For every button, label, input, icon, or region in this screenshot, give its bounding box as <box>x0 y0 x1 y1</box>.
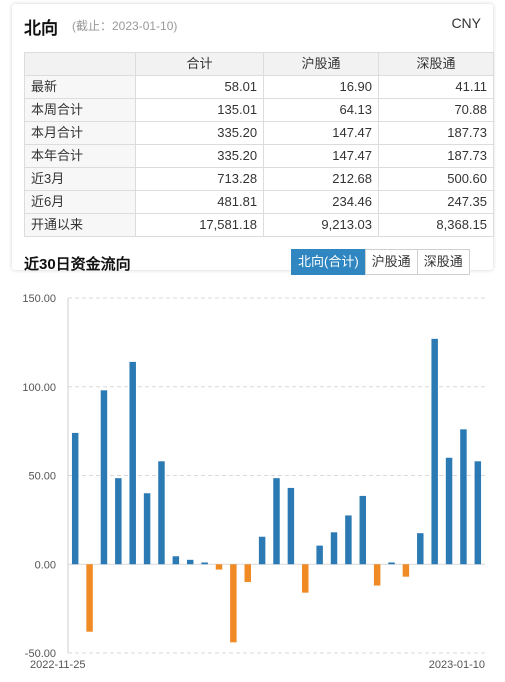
x-start-label: 2022-11-25 <box>30 659 85 671</box>
y-tick-label: -50.00 <box>25 648 56 660</box>
cell-total: 58.01 <box>134 75 265 99</box>
as-of-date: (截止：2023-01-10) <box>72 19 178 33</box>
row-label: 本周合计 <box>24 98 136 122</box>
cell-shenzhen: 187.73 <box>378 144 494 168</box>
chart-bar <box>373 564 381 586</box>
chart-bar <box>417 533 424 565</box>
table-header-row: 合计 沪股通 深股通 <box>24 52 494 76</box>
chart-bar <box>287 487 295 565</box>
chart-bar <box>201 562 208 565</box>
cell-shenzhen: 70.88 <box>378 98 494 122</box>
cell-total: 713.28 <box>134 167 265 191</box>
market-tabs: 北向(合计) 沪股通 深股通 <box>291 249 470 275</box>
chart-labels: -50.00 0.00 50.00 100.00 150.00 2022-11-25 202… <box>22 293 485 671</box>
chart-bar <box>86 564 93 632</box>
tab-shenzhen-connect[interactable]: 深股通 <box>416 249 470 275</box>
tab-northbound-total[interactable]: 北向(合计) <box>291 249 366 275</box>
chart-bar <box>215 564 223 570</box>
chart-bar <box>302 564 309 593</box>
x-end-label: 2023-01-10 <box>429 659 485 671</box>
chart-bar <box>345 515 352 565</box>
chart-bar <box>431 338 438 565</box>
column-header-shanghai: 沪股通 <box>263 52 380 76</box>
chart-bar <box>172 556 180 565</box>
card-header: 北向 (截止：2023-01-10) CNY <box>24 14 481 38</box>
cell-shanghai: 64.13 <box>263 98 380 122</box>
chart-bar <box>115 478 122 565</box>
tab-shanghai-connect[interactable]: 沪股通 <box>364 249 418 275</box>
chart-bar <box>244 564 251 582</box>
cell-shanghai: 9,213.03 <box>263 213 380 237</box>
table-row: 本周合计 135.01 64.13 70.88 <box>24 98 494 122</box>
chart-bar <box>460 429 467 565</box>
y-tick-label: 100.00 <box>22 382 56 394</box>
column-header-shenzhen: 深股通 <box>378 52 494 76</box>
chart-bars <box>71 338 482 643</box>
column-header-total: 合计 <box>134 52 265 76</box>
y-tick-label: 50.00 <box>28 471 56 483</box>
section-title: 近30日资金流向 <box>24 256 131 273</box>
cell-shenzhen: 247.35 <box>378 190 494 214</box>
chart-bar <box>186 559 194 565</box>
cell-total: 335.20 <box>134 144 265 168</box>
chart-bar <box>258 536 266 565</box>
flow-summary-table: 合计 沪股通 深股通 最新 58.01 16.90 41.11 本周合计 135… <box>24 52 494 237</box>
chart-bar <box>71 432 79 565</box>
row-label: 本月合计 <box>24 121 136 145</box>
chart-bar <box>158 461 165 565</box>
cell-shanghai: 16.90 <box>263 75 380 99</box>
chart-bar <box>445 457 453 565</box>
page-title: 北向 <box>24 19 58 38</box>
chart-bar <box>359 495 367 565</box>
cell-total: 17,581.18 <box>134 213 265 237</box>
chart-bar <box>316 545 323 565</box>
table-row: 近3月 713.28 212.68 500.60 <box>24 167 494 191</box>
cell-shanghai: 147.47 <box>263 121 380 145</box>
chart-bar <box>273 478 280 565</box>
row-label: 最新 <box>24 75 136 99</box>
column-header <box>24 52 136 76</box>
cell-shanghai: 147.47 <box>263 144 380 168</box>
row-label: 开通以来 <box>24 213 136 237</box>
currency-label: CNY <box>451 15 481 31</box>
chart-bar <box>230 564 237 643</box>
cell-total: 135.01 <box>134 98 265 122</box>
cell-total: 481.81 <box>134 190 265 214</box>
cell-shenzhen: 8,368.15 <box>378 213 494 237</box>
chart-bar <box>388 562 395 565</box>
chart-bar <box>402 564 410 577</box>
table-row: 本月合计 335.20 147.47 187.73 <box>24 121 494 145</box>
table-row: 近6月 481.81 234.46 247.35 <box>24 190 494 214</box>
chart-bar <box>100 390 108 565</box>
cell-shenzhen: 41.11 <box>378 75 494 99</box>
row-label: 近3月 <box>24 167 136 191</box>
table-row: 本年合计 335.20 147.47 187.73 <box>24 144 494 168</box>
cell-shanghai: 234.46 <box>263 190 380 214</box>
y-tick-label: 150.00 <box>22 293 56 305</box>
table-row: 开通以来 17,581.18 9,213.03 8,368.15 <box>24 213 494 237</box>
chart-bar <box>129 361 136 565</box>
cell-shenzhen: 500.60 <box>378 167 494 191</box>
row-label: 近6月 <box>24 190 136 214</box>
chart-bar <box>474 461 482 565</box>
row-label: 本年合计 <box>24 144 136 168</box>
y-tick-label: 0.00 <box>35 559 56 571</box>
chart-bar <box>330 532 338 565</box>
cell-shanghai: 212.68 <box>263 167 380 191</box>
chart-bar <box>143 493 151 565</box>
northbound-summary-card: 北向 (截止：2023-01-10) CNY 合计 沪股通 深股通 最新 58.… <box>12 4 494 270</box>
flow-bar-chart: -50.00 0.00 50.00 100.00 150.00 2022-11-25 202… <box>22 293 485 671</box>
table-row: 最新 58.01 16.90 41.11 <box>24 75 494 99</box>
cell-total: 335.20 <box>134 121 265 145</box>
cell-shenzhen: 187.73 <box>378 121 494 145</box>
